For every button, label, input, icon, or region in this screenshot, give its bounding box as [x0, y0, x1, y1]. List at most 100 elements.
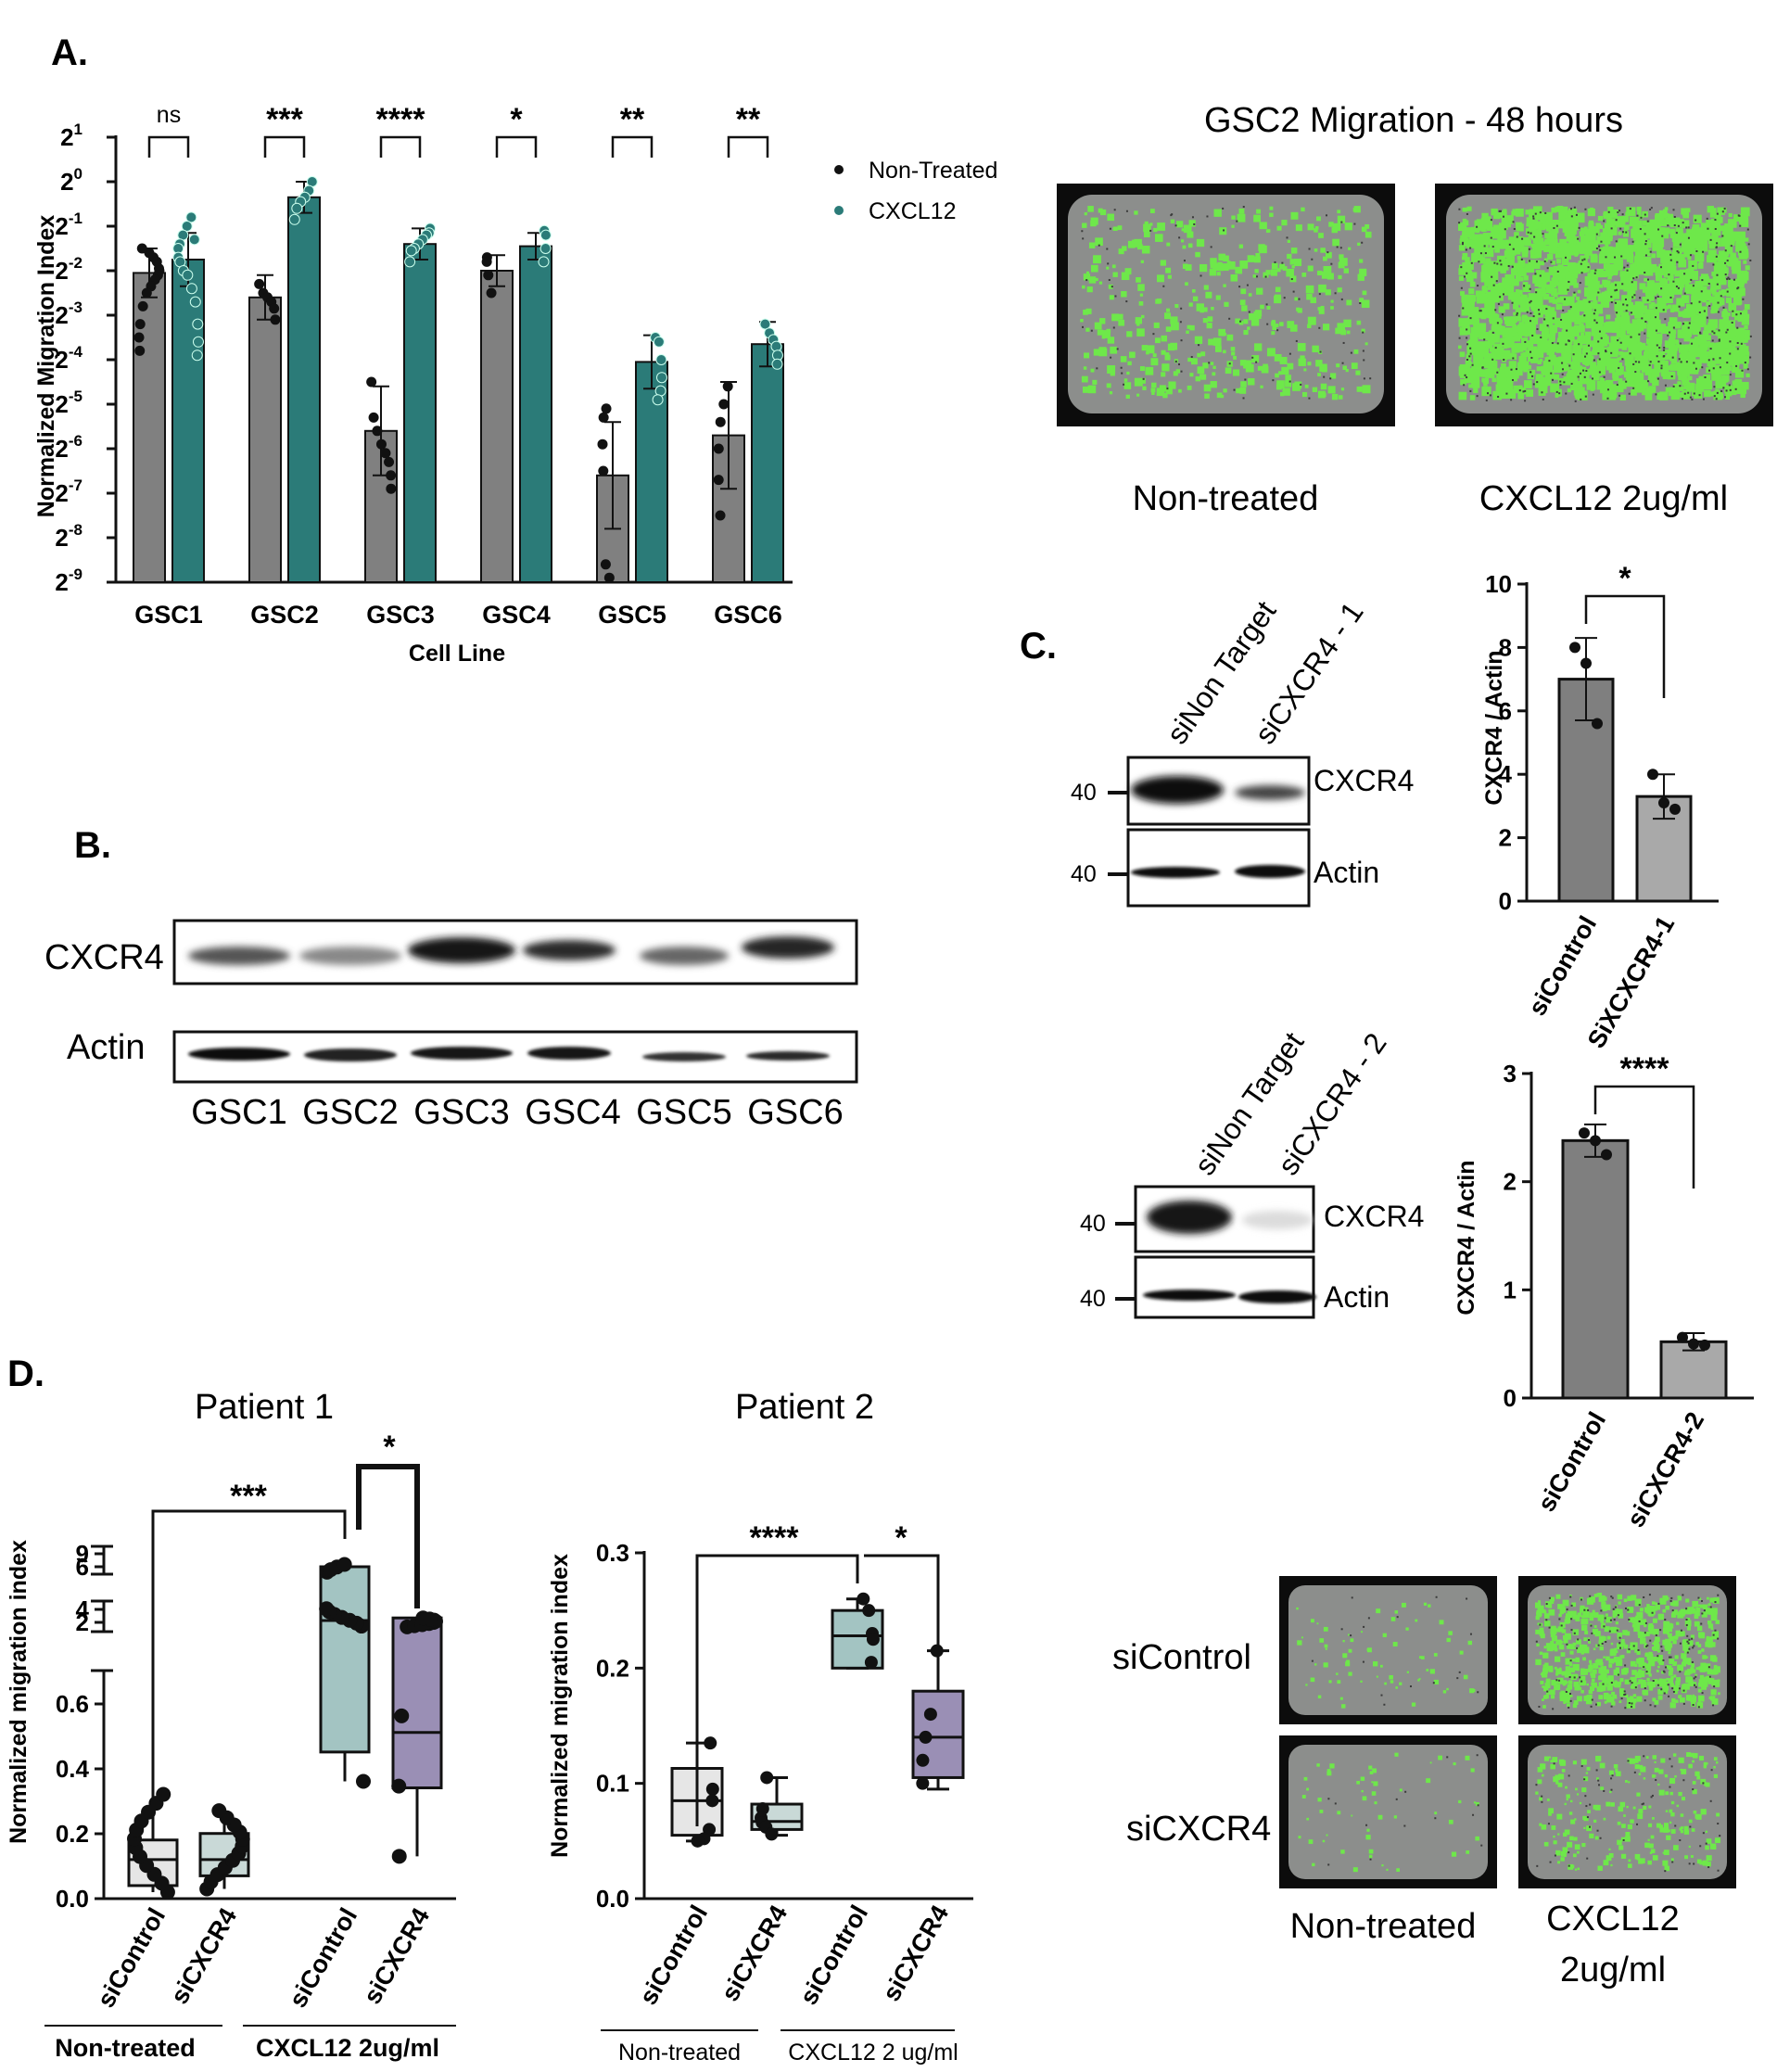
migration-cell-spot [1084, 352, 1090, 359]
migration-cell-spot [1654, 1767, 1659, 1773]
migration-cell-spot [1603, 236, 1611, 245]
migration-dark-spot [1734, 388, 1737, 390]
migration-cell-spot [1543, 1841, 1549, 1847]
migration-dark-spot [1631, 296, 1634, 299]
migration-cell-spot [1705, 1608, 1712, 1615]
migration-dark-spot [1610, 1788, 1613, 1791]
migration-dark-spot [1644, 240, 1647, 243]
migration-cell-spot [1606, 314, 1611, 320]
migration-cell-spot [1301, 1795, 1306, 1799]
migration-cell-spot [1727, 281, 1734, 288]
migration-dark-spot [1714, 1629, 1717, 1632]
migration-dark-spot [1644, 1632, 1646, 1634]
migration-dark-spot [1534, 273, 1537, 275]
migration-cell-spot [1528, 346, 1537, 356]
migration-cell-spot [1629, 259, 1634, 264]
migration-cell-spot [1499, 261, 1509, 271]
migration-cell-spot [1640, 1766, 1646, 1773]
migration-dark-spot [1664, 1666, 1667, 1669]
migration-cell-spot [1634, 309, 1644, 319]
migration-cell-spot [1599, 1615, 1605, 1621]
migration-cell-spot [1525, 210, 1530, 215]
chart-d1-sig-label: * [383, 1430, 396, 1465]
migration-cell-spot [1127, 361, 1132, 366]
migration-cell-spot [1705, 1782, 1710, 1787]
chart-a-ytick-label: 2-4 [55, 343, 83, 374]
migration-cell-spot [1470, 1768, 1475, 1773]
migration-dark-spot [1565, 1690, 1568, 1693]
migration-cell-spot [1636, 206, 1642, 211]
migration-dark-spot [1714, 227, 1717, 230]
migration-cell-spot [1613, 1684, 1618, 1687]
migration-cell-spot [1465, 264, 1472, 272]
chart-a-point [404, 256, 416, 268]
migration-cell-spot [1550, 1760, 1554, 1763]
chart-d1-box [319, 1565, 371, 1754]
migration-cell-spot [1681, 295, 1690, 304]
migration-dark-spot [1624, 1707, 1627, 1710]
migration-cell-spot [1703, 374, 1711, 382]
migration-cell-spot [1260, 385, 1263, 388]
migration-cell-spot [1634, 381, 1640, 387]
migration-cell-spot [1558, 210, 1568, 221]
chart-d1-group-0: Non-treated [55, 2034, 196, 2062]
migration-cell-spot [1666, 1596, 1669, 1600]
migration-cell-spot [1481, 347, 1490, 354]
migration-cell-spot [1490, 340, 1495, 346]
legend-marker-cxcl12 [834, 206, 844, 215]
migration-dark-spot [1610, 1595, 1613, 1598]
migration-cell-spot [1656, 1654, 1663, 1661]
migration-cell-spot [1719, 333, 1726, 340]
migration-cell-spot [1511, 210, 1517, 216]
migration-cell-spot [1563, 1832, 1568, 1837]
migration-dark-spot [1583, 258, 1586, 261]
migration-cell-spot [1681, 220, 1690, 228]
migration-dark-spot [1681, 398, 1683, 400]
migration-cell-spot [1554, 374, 1560, 380]
migration-cell-spot [1107, 337, 1115, 344]
migration-dark-spot [1598, 358, 1601, 361]
migration-cell-spot [1557, 319, 1565, 327]
migration-dark-spot [1694, 367, 1697, 370]
migration-cell-spot [1594, 1804, 1601, 1811]
migration-cell-spot [1647, 375, 1655, 381]
migration-cell-spot [1208, 338, 1215, 346]
migration-cell-spot [1135, 317, 1143, 324]
migration-cell-spot [1638, 1660, 1645, 1668]
migration-dark-spot [1676, 250, 1679, 253]
migration-cell-spot [1297, 343, 1306, 351]
migration-cell-spot [1617, 216, 1626, 225]
migration-cell-spot [1551, 1680, 1557, 1686]
migration-cell-spot [1253, 214, 1262, 222]
migration-cell-spot [1610, 282, 1619, 290]
migration-dark-spot [1685, 1608, 1688, 1610]
migration-cell-spot [1667, 1646, 1670, 1649]
migration-cell-spot [1582, 1657, 1586, 1661]
migration-cell-spot [1694, 1771, 1700, 1776]
migration-cell-spot [1632, 1806, 1636, 1810]
migration-cell-spot [1705, 1656, 1708, 1659]
migration-dark-spot [1668, 1695, 1670, 1697]
migration-dark-spot [1499, 260, 1502, 262]
migration-cell-spot [1590, 1612, 1594, 1617]
migration-dark-spot [1683, 292, 1686, 295]
migration-cell-spot [1522, 351, 1529, 358]
migration-dark-spot [1248, 311, 1250, 313]
migration-cell-spot [1557, 331, 1568, 342]
migration-cell-spot [1463, 1674, 1468, 1680]
migration-dark-spot [1648, 363, 1651, 366]
migration-cell-spot [1303, 368, 1307, 372]
migration-dark-spot [1659, 1629, 1662, 1632]
migration-cell-spot [1682, 325, 1688, 332]
migration-dark-spot [1593, 272, 1596, 274]
migration-cell-spot [1671, 329, 1677, 335]
migration-cell-spot [1572, 236, 1580, 244]
migration-dark-spot [1116, 348, 1119, 350]
migration-dark-spot [1529, 260, 1531, 262]
migration-cell-spot [1555, 1668, 1562, 1675]
migration-cell-spot [1290, 248, 1298, 254]
migration-cell-spot [1718, 254, 1726, 262]
chart-a-sig-label: ** [620, 102, 645, 137]
migration-cell-spot [1509, 240, 1517, 248]
migration-dark-spot [1565, 256, 1568, 259]
